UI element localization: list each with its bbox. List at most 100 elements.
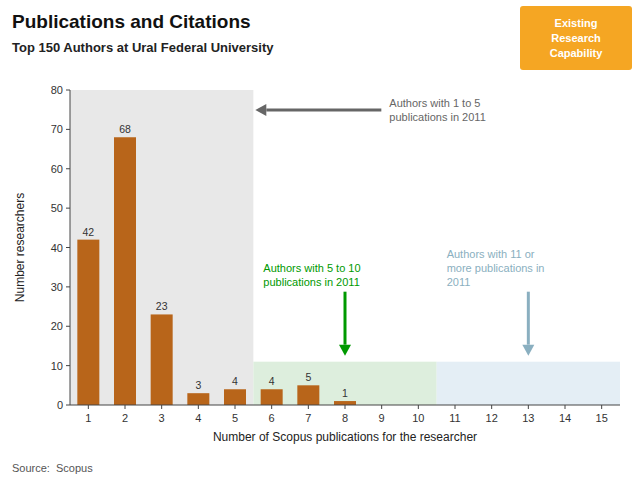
bar [114, 137, 136, 405]
y-tick-label: 0 [57, 399, 63, 411]
arrow-shaft [266, 109, 381, 112]
y-tick-label: 10 [51, 360, 63, 372]
x-tick-label: 14 [559, 412, 571, 424]
bar [77, 240, 99, 405]
text-line: Authors with 1 to 5 [389, 97, 480, 109]
y-tick-label: 80 [51, 84, 63, 96]
y-tick-label: 40 [51, 242, 63, 254]
data-label: 23 [156, 300, 168, 312]
chart-container: Publications and Citations Top 150 Author… [0, 0, 640, 480]
annotation: Authors with 1 to 5 publications in 2011 [255, 97, 485, 123]
text-line: Existing [555, 17, 598, 29]
y-tick [66, 365, 70, 366]
x-tick [88, 405, 89, 409]
x-tick-label: 7 [305, 412, 311, 424]
arrow-head [255, 104, 266, 116]
y-tick [66, 208, 70, 209]
arrow-head [522, 345, 534, 356]
x-tick-label: 4 [195, 412, 201, 424]
x-tick [565, 405, 566, 409]
x-tick [601, 405, 602, 409]
source: Source: Scopus [12, 462, 93, 474]
arrow-shaft [527, 292, 530, 345]
badge-text: Existing Research Capability [550, 17, 603, 59]
x-tick-label: 1 [85, 412, 91, 424]
y-tick [66, 326, 70, 327]
chart: Publications and Citations Top 150 Author… [0, 0, 640, 480]
bar [297, 385, 319, 405]
arrow [339, 292, 351, 356]
y-tick-label: 70 [51, 123, 63, 135]
y-tick-label: 50 [51, 202, 63, 214]
x-axis-label: Number of Scopus publications for the re… [213, 430, 477, 444]
region [437, 362, 620, 405]
annotation: Authors with 5 to 10 publications in 2011 [263, 262, 360, 356]
x-tick [308, 405, 309, 409]
text-line: Capability [550, 47, 603, 59]
x-tick [161, 405, 162, 409]
text-line: more publications in [447, 262, 545, 274]
badge: Existing Research Capability [520, 6, 632, 70]
data-label: 3 [195, 379, 201, 391]
arrow-shaft [344, 292, 347, 345]
x-tick [345, 405, 346, 409]
x-tick [235, 405, 236, 409]
title: Publications and Citations [12, 11, 251, 32]
text-line: publications in 2011 [389, 111, 485, 123]
bar [261, 389, 283, 405]
x-tick-label: 10 [412, 412, 424, 424]
y-tick-label: 60 [51, 163, 63, 175]
x-tick [418, 405, 419, 409]
region [70, 90, 253, 405]
annotation: Authors with 11 ormore publications in20… [447, 248, 545, 356]
x-tick [491, 405, 492, 409]
data-label: 68 [119, 123, 131, 135]
plot-area [70, 90, 620, 405]
x-tick-label: 15 [596, 412, 608, 424]
y-tick-label: 30 [51, 281, 63, 293]
y-tick [66, 405, 70, 406]
x-tick-label: 11 [449, 412, 460, 424]
bar [151, 314, 173, 405]
data-label: 42 [82, 226, 94, 238]
y-tick [66, 129, 70, 130]
annotation-text: Authors with 1 to 5 publications in 2011 [389, 97, 485, 123]
x-tick-label: 3 [159, 412, 165, 424]
y-tick [66, 90, 70, 91]
x-tick [528, 405, 529, 409]
annotation-text: Authors with 11 ormore publications in20… [447, 248, 545, 288]
data-label: 4 [269, 375, 275, 387]
y-tick [66, 247, 70, 248]
bar [224, 389, 246, 405]
arrow-head [339, 345, 351, 356]
x-tick-label: 5 [232, 412, 238, 424]
text-line: publications in 2011 [263, 276, 359, 288]
x-tick-label: 6 [269, 412, 275, 424]
x-tick-label: 2 [122, 412, 128, 424]
text-line: 2011 [447, 276, 471, 288]
x-tick-label: 8 [342, 412, 348, 424]
text-line: Research [551, 32, 601, 44]
annotation-text: Authors with 5 to 10 publications in 2011 [263, 262, 360, 288]
x-tick [381, 405, 382, 409]
y-axis-label: Number researchers [13, 193, 27, 302]
x-tick [271, 405, 272, 409]
data-label: 4 [232, 375, 238, 387]
region [253, 362, 436, 405]
x-tick [198, 405, 199, 409]
x-tick-label: 13 [522, 412, 534, 424]
arrow [255, 104, 381, 116]
x-tick-label: 12 [486, 412, 498, 424]
x-tick [125, 405, 126, 409]
y-tick [66, 168, 70, 169]
arrow [522, 292, 534, 356]
bar [334, 401, 356, 405]
text-line: Authors with 5 to 10 [263, 262, 360, 274]
x-tick [455, 405, 456, 409]
y-tick [66, 286, 70, 287]
data-label: 5 [305, 371, 311, 383]
bar [187, 393, 209, 405]
subtitle: Top 150 Authors at Ural Federal Universi… [12, 40, 274, 55]
x-tick-label: 9 [379, 412, 385, 424]
data-label: 1 [342, 387, 348, 399]
